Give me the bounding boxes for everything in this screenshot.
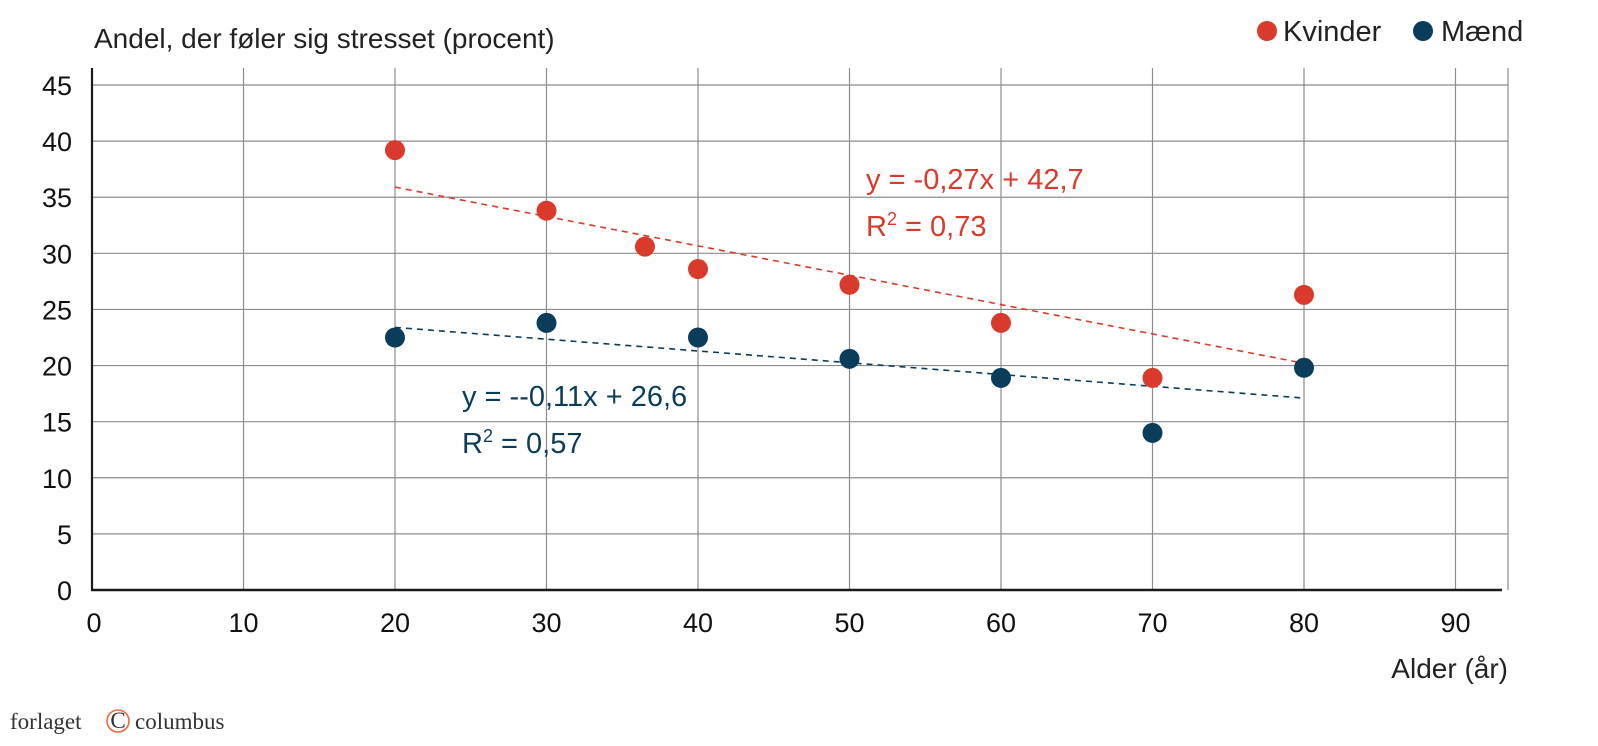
y-tick-label: 35 <box>42 183 72 213</box>
r-squared-symbol: R <box>866 211 887 243</box>
r-squared-maend: R2 = 0,57 <box>462 426 582 460</box>
brand-logo: forlaget C columbus <box>10 708 224 734</box>
x-tick-label: 70 <box>1137 608 1167 638</box>
y-tick-label: 10 <box>42 464 72 494</box>
y-tick-label: 5 <box>57 520 72 550</box>
legend-label-kvinder: Kvinder <box>1283 16 1382 48</box>
data-point-maend <box>688 327 708 348</box>
data-points <box>385 140 1314 443</box>
data-point-kvinder <box>688 259 708 280</box>
data-point-kvinder <box>991 312 1011 333</box>
data-point-kvinder <box>1142 367 1163 388</box>
data-point-kvinder <box>839 274 860 295</box>
copyright-symbol: C <box>110 708 125 733</box>
x-tick-label: 50 <box>834 608 864 638</box>
x-tick-label: 30 <box>531 608 561 638</box>
data-point-maend <box>385 327 405 348</box>
x-tick-label: 10 <box>228 608 258 638</box>
equation-kvinder: y = -0,27x + 42,7 R2 = 0,73 <box>866 164 1084 243</box>
x-axis-title: Alder (år) <box>1391 653 1508 684</box>
grid-lines <box>92 68 1509 590</box>
r-squared-kvinder: R2 = 0,73 <box>866 209 986 243</box>
y-tick-label: 25 <box>42 295 72 325</box>
brand-name-left: forlaget <box>10 709 82 734</box>
x-tick-label: 0 <box>86 608 101 638</box>
y-tick-label: 45 <box>42 71 72 101</box>
legend-marker-kvinder <box>1257 21 1277 41</box>
y-tick-label: 40 <box>42 127 72 157</box>
copyright-icon <box>106 709 130 733</box>
x-tick-label: 60 <box>986 608 1016 638</box>
r-squared-superscript: 2 <box>483 426 493 446</box>
equation-maend: y = --0,11x + 26,6 R2 = 0,57 <box>462 381 687 460</box>
legend-label-maend: Mænd <box>1441 16 1523 48</box>
legend: Kvinder Mænd <box>1257 16 1523 48</box>
data-point-maend <box>1294 357 1314 378</box>
trend-equation-maend: y = --0,11x + 26,6 <box>462 381 687 413</box>
trend-equation-kvinder: y = -0,27x + 42,7 <box>866 164 1084 196</box>
data-point-kvinder <box>1294 284 1314 305</box>
x-tick-label: 90 <box>1440 608 1470 638</box>
x-tick-label: 40 <box>683 608 713 638</box>
data-point-maend <box>991 367 1011 388</box>
data-point-kvinder <box>385 140 405 161</box>
tick-labels: 0 10 20 30 40 50 60 70 80 90 0 5 10 15 20 25 30 35 40 45 <box>42 71 1471 638</box>
y-tick-label: 15 <box>42 408 72 438</box>
y-axis-title: Andel, der føler sig stresset (procent) <box>94 23 555 54</box>
y-tick-label: 0 <box>57 576 72 606</box>
data-point-maend <box>1142 422 1163 443</box>
y-tick-label: 30 <box>42 239 72 269</box>
axes <box>90 68 1502 592</box>
r-squared-superscript: 2 <box>887 209 897 229</box>
x-tick-label: 80 <box>1289 608 1319 638</box>
data-point-maend <box>839 348 860 369</box>
data-point-kvinder <box>536 200 557 221</box>
r-squared-symbol: R <box>462 428 483 460</box>
brand-name-right: columbus <box>135 709 224 734</box>
y-tick-label: 20 <box>42 352 72 382</box>
legend-marker-maend <box>1413 21 1433 41</box>
r-squared-value: = 0,57 <box>493 428 583 460</box>
data-point-maend <box>536 312 557 333</box>
x-tick-label: 20 <box>380 608 410 638</box>
data-point-kvinder <box>634 236 655 257</box>
r-squared-value: = 0,73 <box>897 211 987 243</box>
